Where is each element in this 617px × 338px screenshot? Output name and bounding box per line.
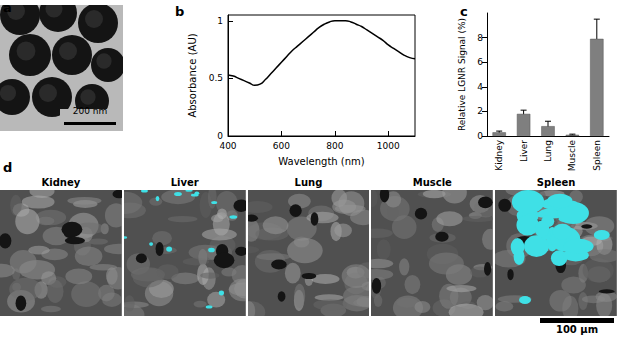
- svg-text:2: 2: [477, 106, 483, 116]
- html-text:Lung: Lung: [294, 177, 323, 188]
- svg-text:Muscle: Muscle: [567, 140, 577, 172]
- html-text:Liver: Liver: [170, 177, 199, 188]
- svg-text:Kidney: Kidney: [494, 139, 504, 170]
- svg-text:400: 400: [219, 141, 236, 151]
- svg-text:Absorbance (AU): Absorbance (AU): [187, 33, 198, 117]
- svg-text:4: 4: [477, 82, 483, 92]
- svg-text:Lung: Lung: [543, 140, 553, 162]
- svg-text:0: 0: [217, 131, 223, 141]
- html-text:a: a: [3, 0, 12, 15]
- svg-text:Wavelength (nm): Wavelength (nm): [278, 156, 364, 167]
- svg-text:Relative LGNR Signal (%): Relative LGNR Signal (%): [457, 18, 467, 131]
- svg-text:c: c: [460, 4, 468, 19]
- html-text:Muscle: Muscle: [412, 177, 452, 188]
- svg-text:Liver: Liver: [519, 140, 529, 162]
- html-text:d: d: [3, 160, 13, 175]
- svg-text:8: 8: [477, 33, 483, 43]
- svg-text:Spleen: Spleen: [592, 140, 602, 171]
- svg-text:1000: 1000: [377, 141, 400, 151]
- svg-text:1: 1: [217, 16, 223, 26]
- svg-text:6: 6: [477, 57, 483, 67]
- html-text:200 nm: 200 nm: [72, 106, 108, 116]
- html-text:Spleen: Spleen: [536, 177, 576, 188]
- svg-text:0: 0: [477, 131, 483, 141]
- html-text:Kidney: Kidney: [41, 177, 81, 188]
- html-text:100 µm: 100 µm: [555, 324, 599, 335]
- svg-text:600: 600: [273, 141, 290, 151]
- svg-text:b: b: [175, 4, 184, 19]
- svg-text:0.5: 0.5: [209, 73, 223, 83]
- svg-text:800: 800: [326, 141, 343, 151]
